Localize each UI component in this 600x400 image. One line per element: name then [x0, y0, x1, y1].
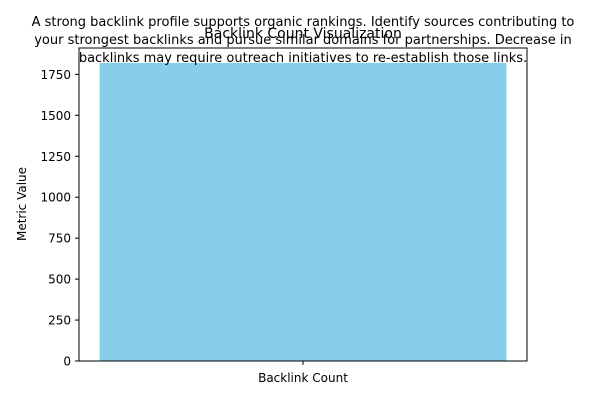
x-axis: Backlink Count	[258, 361, 348, 385]
bar	[99, 62, 507, 362]
annotation-line: A strong backlink profile supports organ…	[32, 15, 575, 30]
y-tick-label: 0	[63, 355, 71, 369]
y-axis-label: Metric Value	[15, 167, 29, 241]
y-tick-label: 1000	[40, 191, 71, 205]
y-tick-label: 500	[48, 273, 71, 287]
y-tick-label: 1500	[40, 109, 71, 123]
chart-annotation: A strong backlink profile supports organ…	[32, 15, 575, 66]
y-tick-label: 1750	[40, 68, 71, 82]
y-tick-label: 750	[48, 232, 71, 246]
y-tick-label: 1250	[40, 150, 71, 164]
chart-title: Backlink Count Visualization	[204, 26, 402, 42]
annotation-line: backlinks may require outreach initiativ…	[79, 51, 527, 66]
y-axis: 0 250 500 750 1000 1250 1500 1750	[40, 68, 79, 369]
y-tick-label: 250	[48, 314, 71, 328]
annotation-line: your strongest backlinks and pursue simi…	[34, 33, 572, 48]
plot-area	[78, 47, 528, 362]
x-tick-label: Backlink Count	[258, 371, 348, 385]
